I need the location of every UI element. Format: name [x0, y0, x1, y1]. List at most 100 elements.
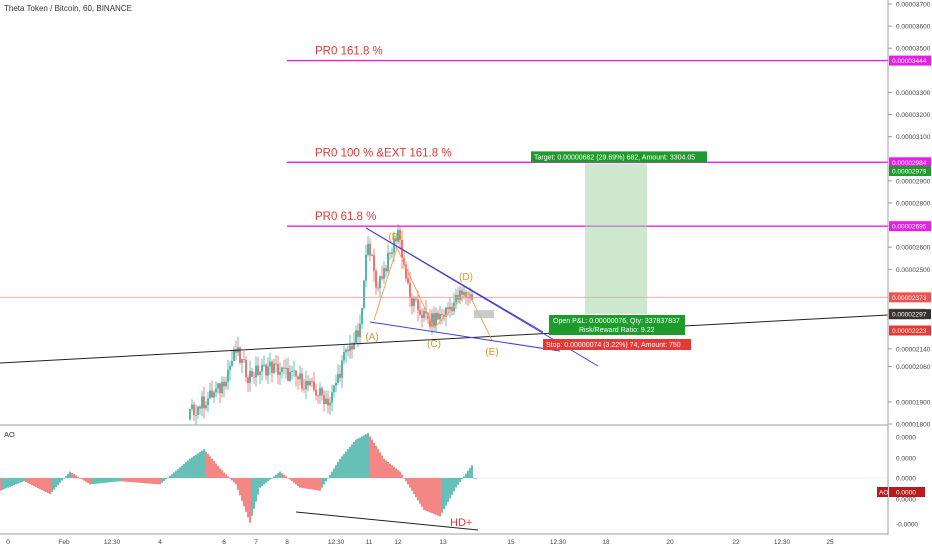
candle-body: [423, 310, 425, 318]
ao-bar: [85, 478, 87, 482]
ao-bar: [393, 466, 395, 478]
candle-body: [349, 345, 351, 352]
candle-body: [305, 380, 307, 390]
ao-bar: [9, 478, 11, 487]
candle-body: [345, 349, 347, 353]
trendline-long: [0, 314, 889, 364]
ao-bar: [59, 478, 61, 483]
candle-body: [199, 406, 201, 409]
candle-body: [467, 297, 469, 299]
candle-body: [461, 290, 463, 295]
ao-bar: [45, 478, 47, 493]
candle-body: [373, 255, 375, 271]
ao-tick-label: 0.0000: [896, 456, 916, 463]
candle-body: [275, 363, 277, 365]
ao-bar: [145, 478, 147, 484]
ao-bar: [247, 478, 249, 518]
candle-body: [417, 299, 419, 311]
candle-body: [403, 258, 405, 265]
candle-body: [385, 268, 387, 272]
ao-bar: [117, 478, 119, 482]
candle-body: [283, 367, 285, 369]
time-label: 12:30: [104, 539, 121, 546]
ao-bar: [79, 478, 81, 479]
ao-bar: [301, 478, 303, 488]
ao-bar: [281, 473, 283, 478]
ao-bar: [135, 478, 137, 483]
triangle-lower-line: [369, 321, 561, 352]
ao-bar: [99, 478, 101, 484]
pnl-label-box: [549, 315, 685, 335]
candle-body: [429, 318, 431, 327]
candle-body: [325, 398, 327, 405]
chart-title: Theta Token / Bitcoin, 60, BINANCE: [4, 4, 132, 13]
candle-body: [375, 270, 377, 288]
ao-bar: [225, 474, 227, 478]
stop-label: Stop: 0.00000074 (3.22%) 74, Amount: 750: [546, 342, 681, 349]
time-label: 6: [222, 539, 226, 546]
ao-bar: [53, 478, 55, 490]
ao-bar: [339, 458, 341, 478]
ao-bar: [17, 478, 19, 484]
ao-bar: [77, 476, 79, 478]
ao-bar: [449, 478, 451, 499]
ao-bar: [299, 478, 301, 488]
ao-bar: [361, 436, 363, 478]
time-label: 4: [158, 539, 162, 546]
candle-body: [243, 359, 245, 360]
candle-body: [445, 307, 447, 317]
price-tick-label: 0.00003100: [896, 134, 931, 141]
ao-bar: [15, 478, 17, 485]
ao-bar: [69, 471, 71, 478]
candle-body: [333, 385, 335, 393]
ao-bar: [113, 478, 115, 482]
ao-bar: [243, 478, 245, 507]
ao-bar: [161, 478, 163, 483]
candle-body: [399, 229, 401, 240]
candle-body: [335, 382, 337, 386]
ao-bar: [183, 463, 185, 478]
time-label: 12: [394, 539, 402, 546]
ao-bar: [469, 468, 471, 478]
candle-body: [321, 388, 323, 396]
candle-body: [277, 364, 279, 375]
ao-bar: [107, 478, 109, 483]
target-zone: [585, 163, 647, 315]
ao-bar: [29, 478, 31, 485]
ao-bar: [251, 478, 253, 516]
candle-body: [357, 330, 359, 337]
candle-body: [397, 229, 399, 242]
candle-body: [223, 381, 225, 387]
ao-bar: [467, 470, 469, 478]
ao-bar: [291, 478, 293, 482]
ao-bar: [307, 478, 309, 489]
candle-body: [443, 314, 445, 317]
ao-bar: [323, 478, 325, 485]
candle-body: [311, 381, 313, 382]
ao-bar: [173, 472, 175, 478]
candle-body: [253, 376, 255, 378]
price-tick-label: 0.00003600: [896, 24, 931, 31]
ao-bar: [159, 478, 161, 485]
ao-bar: [413, 478, 415, 494]
ao-histogram: HD+: [0, 433, 888, 531]
ao-bar: [149, 478, 151, 484]
ao-bar: [197, 453, 199, 478]
ao-bar: [455, 478, 457, 488]
ao-bar: [189, 458, 191, 478]
ao-bar: [329, 474, 331, 478]
candle-body: [377, 287, 379, 289]
candle-body: [435, 312, 437, 326]
ao-bar: [19, 478, 21, 483]
ao-bar: [55, 478, 57, 488]
ao-bar: [385, 460, 387, 478]
ao-bar: [185, 462, 187, 478]
candle-body: [421, 314, 423, 318]
price-badge: [889, 325, 931, 336]
candle-body: [295, 370, 297, 377]
candle-body: [239, 347, 241, 363]
price-tick-label: 0.00002900: [896, 178, 931, 185]
ao-bar: [249, 478, 251, 523]
fib-level-label: PR0 61.8 %: [315, 211, 376, 223]
